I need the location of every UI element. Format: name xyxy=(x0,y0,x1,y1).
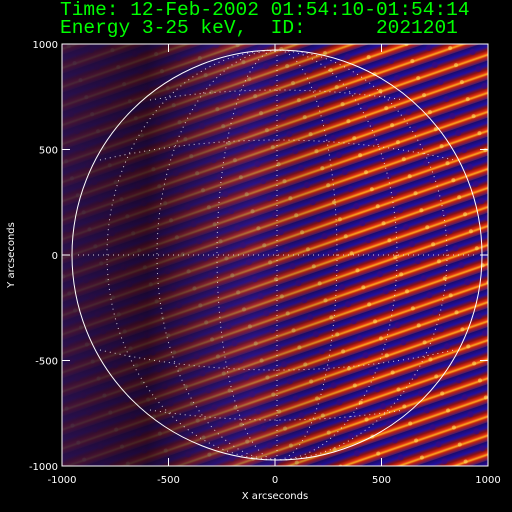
x-tick-label: -500 xyxy=(157,475,180,486)
x-tick-label: -1000 xyxy=(47,475,76,486)
y-tick-label: 1000 xyxy=(33,40,58,51)
y-axis-label: Y arcseconds xyxy=(6,222,17,289)
y-tick-label: -1000 xyxy=(29,462,58,473)
x-tick-label: 500 xyxy=(372,475,391,486)
x-axis-label: X arcseconds xyxy=(242,491,308,502)
subtitle: Energy 3-25 keV, ID: 2021201 xyxy=(60,17,458,39)
x-tick-label: 0 xyxy=(272,475,278,486)
image xyxy=(62,44,488,466)
y-tick-label: -500 xyxy=(35,357,58,368)
y-tick-label: 500 xyxy=(39,146,58,157)
y-tick-label: 0 xyxy=(52,251,58,262)
x-tick-label: 1000 xyxy=(475,475,500,486)
title: Time: 12-Feb-2002 01:54:10-01:54:14 xyxy=(60,0,470,21)
